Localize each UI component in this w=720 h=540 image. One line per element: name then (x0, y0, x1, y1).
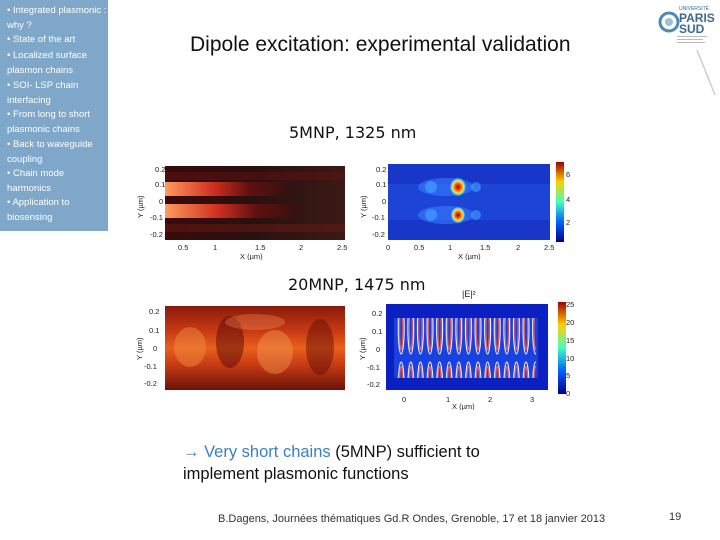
cbar-tick: 0 (566, 389, 570, 398)
university-logo: UNIVERSITÉ PARIS SUD (658, 5, 716, 96)
page-number: 19 (669, 511, 682, 523)
tick: 1.5 (480, 243, 490, 252)
tick: -0.1 (372, 213, 385, 222)
slide-title: Dipole excitation: experimental validati… (190, 33, 571, 56)
tick: -0.2 (150, 230, 163, 239)
tick: -0.1 (144, 362, 157, 371)
sidebar-item-chain-harmonics[interactable]: • Chain mode harmonics (7, 168, 65, 194)
cbar-tick: 4 (566, 195, 570, 204)
tick: 0.1 (149, 326, 159, 335)
panel-top-left-experimental: 0.2 0.1 0 -0.1 -0.2 0.5 1 1.5 2 2.5 X (µ… (136, 165, 347, 260)
conclusion-highlight: Very short chains (199, 443, 331, 461)
panel-bottom-right-simulation: 25 20 15 10 5 0 0.2 0.1 0 -0.1 -0.2 0 1 … (358, 300, 574, 410)
tick: 1.5 (255, 243, 265, 252)
tick: 0.2 (376, 165, 386, 174)
footer-citation: B.Dagens, Journées thématiques Gd.R Onde… (218, 513, 606, 525)
xlabel: X (µm) (458, 252, 481, 260)
tick: 2 (516, 243, 520, 252)
cbar-tick: 20 (566, 318, 574, 327)
cbar-tick: 15 (566, 336, 574, 345)
ylabel: Y (µm) (136, 195, 145, 218)
conclusion-line2: implement plasmonic functions (183, 465, 409, 483)
tick: -0.2 (144, 379, 157, 388)
xlabel: X (µm) (240, 252, 263, 260)
tick: -0.2 (367, 380, 380, 389)
tick: 2 (299, 243, 303, 252)
cbar-tick: 10 (566, 354, 574, 363)
cbar-tick: 6 (566, 170, 570, 179)
tick: 2.5 (337, 243, 347, 252)
tick: 0.2 (149, 307, 159, 316)
logo-line2: PARIS (679, 11, 715, 25)
cbar-tick: 25 (566, 300, 574, 309)
xlabel: X (µm) (452, 402, 475, 410)
sidebar-item-biosensing[interactable]: • Application to biosensing (7, 197, 70, 223)
intensity-label: |E|² (462, 289, 476, 299)
logo-line3: SUD (679, 22, 705, 36)
tick: 0 (376, 345, 380, 354)
tick: 0.5 (414, 243, 424, 252)
ylabel: Y (µm) (358, 337, 367, 360)
tick: 0 (382, 197, 386, 206)
tick: 0 (386, 243, 390, 252)
conclusion-rest: (5MNP) sufficient to (330, 443, 480, 461)
tick: 2.5 (544, 243, 554, 252)
ylabel: Y (µm) (135, 337, 144, 360)
conclusion-text: → Very short chains (5MNP) sufficient to… (183, 441, 480, 485)
sidebar-item-lsp-chains[interactable]: • Localized surface plasmon chains (7, 50, 87, 76)
sidebar-item-soi-interfacing[interactable]: • SOI- LSP chain interfacing (7, 80, 79, 106)
caption-5mnp: 5MNP, 1325 nm (289, 123, 417, 142)
tick: -0.1 (367, 363, 380, 372)
sidebar-nav: • Integrated plasmonic : why ? • State o… (0, 0, 108, 231)
arrow-right-icon: → (183, 443, 200, 461)
tick: 0 (153, 344, 157, 353)
tick: 0.5 (178, 243, 188, 252)
tick: 0.1 (155, 180, 165, 189)
tick: 0.2 (372, 309, 382, 318)
sidebar-item-integrated-plasmonic[interactable]: • Integrated plasmonic : why ? (7, 5, 107, 31)
tick: 0 (402, 395, 406, 404)
tick: -0.2 (372, 230, 385, 239)
tick: 2 (488, 395, 492, 404)
tick: 0.1 (376, 180, 386, 189)
tick: 0.2 (155, 165, 165, 174)
tick: 1 (448, 243, 452, 252)
tick: 0 (159, 197, 163, 206)
tick: 1 (446, 395, 450, 404)
panel-top-right-simulation: 6 4 2 0.2 0.1 0 -0.1 -0.2 0 0.5 1 1.5 2 … (359, 162, 570, 260)
caption-20mnp: 20MNP, 1475 nm (288, 275, 426, 294)
tick: 1 (213, 243, 217, 252)
tick: -0.1 (150, 213, 163, 222)
tick: 0.1 (372, 327, 382, 336)
panel-bottom-left-experimental: 0.2 0.1 0 -0.1 -0.2 Y (µm) (135, 306, 345, 390)
sidebar-item-waveguide-coupling[interactable]: • Back to waveguide coupling (7, 139, 93, 165)
tick: 3 (530, 395, 534, 404)
cbar-tick: 5 (566, 371, 570, 380)
logo-line1: UNIVERSITÉ (679, 5, 710, 12)
ylabel: Y (µm) (359, 195, 368, 218)
cbar-tick: 2 (566, 218, 570, 227)
sidebar-item-long-to-short[interactable]: • From long to short plasmonic chains (7, 109, 91, 135)
sidebar-item-state-of-art[interactable]: • State of the art (7, 34, 76, 45)
